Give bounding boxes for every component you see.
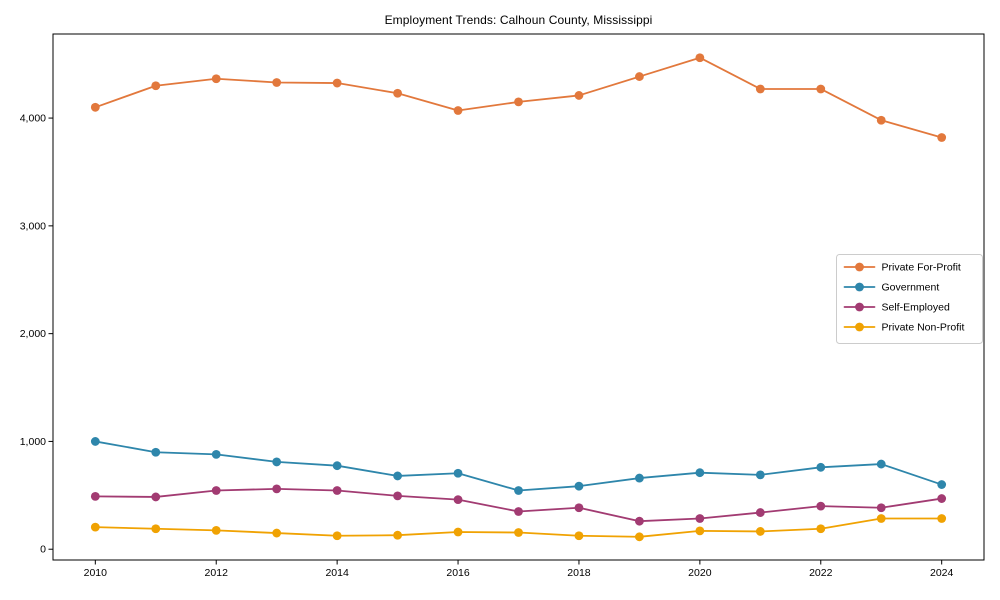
data-point-private-non-profit-2017 bbox=[514, 528, 523, 537]
data-point-self-employed-2015 bbox=[393, 491, 402, 501]
data-point-government-2011 bbox=[151, 447, 161, 457]
x-axis-tick-label: 2010 bbox=[84, 567, 108, 579]
data-point-self-employed-2021 bbox=[755, 508, 765, 517]
y-axis-tick-label: 1,000 bbox=[20, 436, 46, 448]
data-point-private-for-profit-2017 bbox=[514, 97, 523, 107]
data-point-self-employed-2011 bbox=[151, 492, 161, 502]
data-point-private-non-profit-2010 bbox=[90, 522, 100, 532]
x-axis-tick-label: 2018 bbox=[567, 567, 591, 579]
data-point-private-non-profit-2014 bbox=[332, 531, 342, 541]
y-axis-tick-label: 2,000 bbox=[20, 328, 46, 340]
data-point-government-2017 bbox=[514, 486, 523, 495]
data-point-private-non-profit-2011 bbox=[151, 524, 161, 534]
x-axis-tick-label: 2014 bbox=[325, 567, 349, 579]
x-axis-tick-label: 2024 bbox=[930, 567, 954, 579]
data-point-government-2023 bbox=[876, 459, 886, 469]
data-point-private-non-profit-2018 bbox=[574, 531, 584, 541]
x-axis-tick-label: 2022 bbox=[809, 567, 833, 579]
plot-border bbox=[52, 33, 985, 561]
data-point-self-employed-2013 bbox=[272, 484, 282, 494]
data-point-private-non-profit-2021 bbox=[755, 527, 765, 536]
legend-label-self-employed: Self-Employed bbox=[882, 302, 950, 314]
y-axis-tick-label: 0 bbox=[40, 544, 46, 556]
data-point-self-employed-2014 bbox=[332, 486, 342, 495]
legend-label-private-for-profit: Private For-Profit bbox=[882, 262, 961, 274]
data-point-self-employed-2022 bbox=[816, 501, 826, 511]
legend-box bbox=[836, 254, 983, 344]
data-point-self-employed-2020 bbox=[695, 514, 705, 523]
data-point-private-for-profit-2014 bbox=[332, 78, 342, 88]
data-point-self-employed-2024 bbox=[937, 494, 947, 503]
legend-marker-government bbox=[855, 282, 864, 292]
data-point-government-2019 bbox=[635, 473, 644, 483]
legend-marker-private-for-profit bbox=[855, 262, 864, 272]
data-point-self-employed-2016 bbox=[453, 495, 463, 505]
series-line-government bbox=[94, 440, 943, 492]
x-axis-tick-label: 2016 bbox=[446, 567, 470, 579]
data-point-government-2024 bbox=[937, 480, 947, 489]
data-point-private-for-profit-2013 bbox=[272, 78, 282, 87]
data-point-private-for-profit-2024 bbox=[937, 133, 947, 142]
data-point-private-non-profit-2023 bbox=[876, 514, 886, 523]
data-point-government-2021 bbox=[755, 470, 765, 480]
data-point-private-for-profit-2020 bbox=[695, 53, 705, 63]
data-point-private-non-profit-2013 bbox=[272, 528, 282, 538]
data-point-government-2020 bbox=[695, 468, 705, 478]
data-point-government-2012 bbox=[211, 449, 221, 459]
data-point-private-non-profit-2019 bbox=[635, 532, 644, 542]
legend-marker-self-employed bbox=[855, 302, 864, 312]
data-point-government-2018 bbox=[574, 481, 584, 491]
x-axis-tick-label: 2012 bbox=[205, 567, 229, 579]
legend-label-government: Government bbox=[882, 282, 940, 294]
data-point-self-employed-2010 bbox=[90, 492, 100, 501]
data-point-private-non-profit-2015 bbox=[393, 530, 402, 540]
data-point-government-2022 bbox=[816, 462, 826, 472]
data-point-private-for-profit-2015 bbox=[393, 88, 402, 98]
data-point-government-2016 bbox=[453, 468, 463, 478]
data-point-private-non-profit-2012 bbox=[211, 525, 221, 535]
data-point-self-employed-2017 bbox=[514, 507, 523, 516]
data-point-private-for-profit-2023 bbox=[876, 115, 886, 125]
data-point-private-for-profit-2022 bbox=[816, 84, 826, 94]
data-point-private-for-profit-2018 bbox=[574, 91, 584, 100]
legend-marker-private-non-profit bbox=[855, 322, 864, 332]
data-point-private-for-profit-2019 bbox=[635, 72, 644, 81]
data-point-government-2014 bbox=[332, 461, 342, 471]
data-point-private-for-profit-2011 bbox=[151, 81, 161, 91]
data-point-government-2010 bbox=[90, 437, 100, 446]
y-axis-tick-label: 3,000 bbox=[20, 220, 46, 232]
data-point-private-non-profit-2024 bbox=[937, 514, 947, 523]
data-point-self-employed-2023 bbox=[876, 503, 886, 513]
data-point-private-for-profit-2021 bbox=[755, 84, 765, 94]
data-point-private-non-profit-2016 bbox=[453, 527, 463, 537]
data-point-private-non-profit-2020 bbox=[695, 526, 705, 536]
data-point-private-for-profit-2012 bbox=[211, 74, 221, 84]
data-point-private-non-profit-2022 bbox=[816, 524, 826, 534]
data-point-private-for-profit-2016 bbox=[453, 106, 463, 115]
legend-label-private-non-profit: Private Non-Profit bbox=[882, 322, 965, 334]
data-point-self-employed-2012 bbox=[211, 486, 221, 495]
data-point-government-2013 bbox=[272, 457, 282, 467]
data-point-self-employed-2019 bbox=[635, 516, 644, 526]
data-point-private-for-profit-2010 bbox=[90, 102, 100, 112]
data-point-government-2015 bbox=[393, 471, 402, 481]
x-axis-tick-label: 2020 bbox=[688, 567, 712, 579]
chart-title: Employment Trends: Calhoun County, Missi… bbox=[384, 13, 653, 27]
y-axis-tick-label: 4,000 bbox=[20, 113, 46, 125]
data-point-self-employed-2018 bbox=[574, 503, 584, 513]
